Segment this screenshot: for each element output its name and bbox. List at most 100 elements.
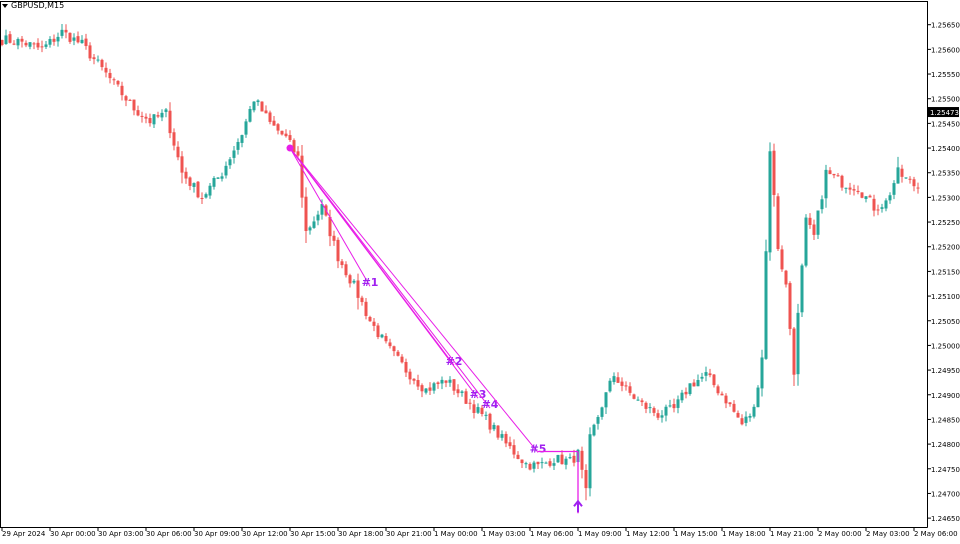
projection-line[interactable] [289, 147, 491, 409]
y-tick-label: 1.24700 [931, 490, 960, 498]
candle [304, 187, 308, 243]
candle [892, 180, 896, 200]
candle [700, 372, 704, 382]
candle [532, 460, 536, 473]
candle [268, 110, 272, 125]
y-tick-label: 1.25550 [931, 71, 960, 79]
candle [728, 402, 732, 407]
candle [188, 176, 192, 191]
candle [636, 396, 640, 401]
pivot-point[interactable] [286, 144, 294, 152]
candle [644, 401, 648, 414]
candle [864, 196, 868, 203]
candle [884, 198, 888, 212]
candle [572, 449, 576, 467]
candle [436, 381, 440, 389]
dropdown-triangle-icon[interactable] [2, 3, 8, 8]
x-tick-label: 1 May 00:00 [434, 530, 478, 538]
candle [136, 105, 140, 117]
candle [556, 454, 560, 463]
candle [264, 105, 268, 114]
candle [872, 194, 876, 217]
y-tick-label: 1.25400 [931, 145, 960, 153]
candle [900, 164, 904, 183]
y-tick-label: 1.24650 [931, 515, 960, 523]
candle [72, 33, 76, 46]
x-tick-label: 1 May 09:00 [578, 530, 622, 538]
x-tick-label: 2 May 03:00 [866, 530, 910, 538]
candle [244, 118, 248, 138]
candle [740, 414, 744, 426]
candle [832, 173, 836, 179]
candle [896, 156, 900, 184]
candle [32, 42, 36, 50]
candle [592, 423, 596, 437]
candle [632, 393, 636, 400]
x-tick-label: 30 Apr 03:00 [98, 530, 144, 538]
x-tick-label: 1 May 21:00 [770, 530, 814, 538]
candle [640, 398, 644, 406]
projection-label: #4 [482, 398, 499, 411]
y-tick-label: 1.25000 [931, 342, 960, 350]
candle [44, 41, 48, 49]
y-tick-label: 1.25150 [931, 268, 960, 276]
candle [760, 349, 764, 397]
projection-line[interactable] [289, 147, 539, 453]
candle [848, 182, 852, 195]
candle [448, 376, 452, 387]
candle [600, 406, 604, 420]
candle [888, 192, 892, 204]
y-tick-label: 1.25650 [931, 22, 960, 30]
candle [316, 210, 320, 226]
candle [420, 383, 424, 398]
candle [192, 182, 196, 193]
x-tick-label: 30 Apr 09:00 [194, 530, 240, 538]
candle [64, 24, 68, 39]
candle [84, 33, 88, 50]
candles-layer [0, 23, 920, 501]
candle [764, 239, 768, 360]
candle [912, 176, 916, 192]
projection-line[interactable] [289, 147, 479, 399]
candle [652, 406, 656, 417]
candle [336, 237, 340, 269]
candle [916, 182, 920, 194]
candle [468, 398, 472, 410]
candle [276, 122, 280, 135]
y-tick-label: 1.25050 [931, 318, 960, 326]
candle [488, 412, 492, 434]
candle [312, 216, 316, 229]
candle [404, 358, 408, 377]
candle [256, 99, 260, 106]
candle [724, 393, 728, 409]
x-tick-label: 30 Apr 06:00 [146, 530, 192, 538]
candle [732, 400, 736, 413]
x-tick-label: 30 Apr 12:00 [242, 530, 288, 538]
candle [52, 34, 56, 46]
y-tick-label: 1.25600 [931, 46, 960, 54]
candle [416, 374, 420, 390]
candle [180, 151, 184, 184]
candle [536, 461, 540, 470]
candle [148, 113, 152, 127]
candle [908, 176, 912, 184]
candle [620, 377, 624, 392]
candle [624, 381, 628, 391]
projection-line[interactable] [289, 147, 371, 287]
candle [392, 345, 396, 357]
candle [648, 403, 652, 414]
candle [564, 456, 568, 470]
candle [328, 209, 332, 247]
candle [308, 225, 312, 235]
candle [492, 422, 496, 432]
candle [228, 156, 232, 169]
candle [528, 462, 532, 471]
candle [520, 459, 524, 469]
candle [100, 58, 104, 71]
candle [464, 388, 468, 404]
candle [396, 349, 400, 357]
candle [68, 32, 72, 44]
candle [76, 31, 80, 44]
